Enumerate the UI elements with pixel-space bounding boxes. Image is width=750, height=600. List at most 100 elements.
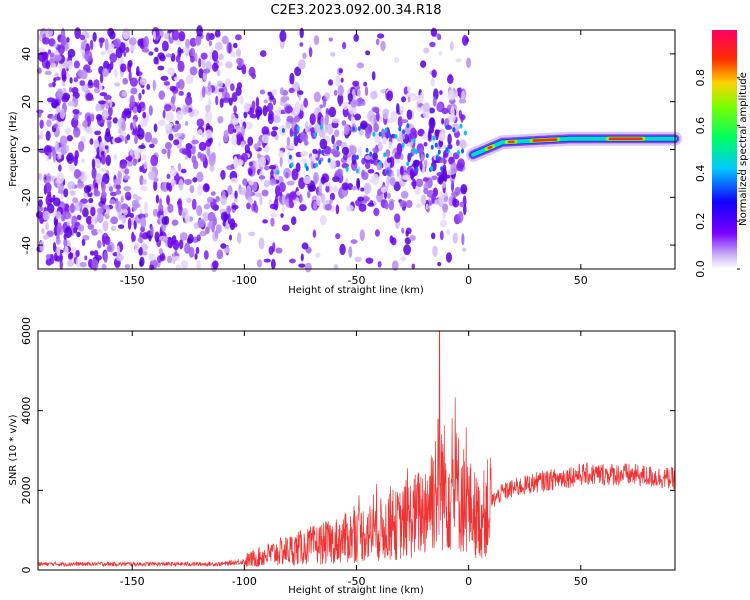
heatmap-cell	[247, 197, 253, 204]
heatmap-cell	[207, 211, 216, 222]
heatmap-cell	[338, 100, 342, 107]
heatmap-cell	[308, 47, 313, 58]
heatmap-cell	[73, 113, 79, 121]
heatmap-cell	[173, 139, 180, 146]
heatmap-cell	[102, 204, 110, 210]
heatmap-cell	[445, 252, 452, 263]
heatmap-cell	[347, 92, 353, 102]
heatmap-cell	[219, 98, 224, 108]
heatmap-cell	[149, 225, 154, 236]
heatmap-cell	[313, 123, 321, 133]
heatmap-cell	[461, 247, 467, 252]
heatmap-cell	[107, 105, 113, 117]
heatmap-cell	[303, 97, 309, 108]
heatmap-cell	[96, 239, 102, 249]
heatmap-cell	[362, 196, 370, 202]
x-tick-label: -50	[348, 575, 366, 588]
heatmap-cell	[47, 49, 52, 55]
heatmap-cell	[163, 207, 168, 216]
heatmap-cell	[91, 228, 99, 236]
heatmap-cell	[208, 40, 212, 47]
heatmap-cell	[428, 107, 436, 114]
heatmap-cell	[300, 253, 304, 262]
heatmap-cell	[129, 94, 136, 107]
heatmap-cell	[298, 90, 304, 96]
heatmap-cell	[279, 87, 284, 96]
heatmap-cell	[143, 36, 149, 48]
heatmap-cell	[124, 168, 130, 175]
heatmap-cell	[286, 117, 294, 123]
heatmap-cell	[81, 158, 85, 163]
heatmap-cell	[125, 195, 132, 201]
heatmap-cell	[332, 185, 339, 193]
heatmap-cell	[351, 185, 358, 191]
heatmap-cell	[207, 80, 212, 93]
heatmap-cell	[127, 60, 132, 73]
heatmap-cell	[46, 97, 55, 103]
colorbar-tick-label: 0.4	[694, 165, 707, 183]
heatmap-cell	[319, 214, 327, 226]
heatmap-cell	[425, 153, 429, 159]
heatmap-cell	[109, 61, 114, 70]
heatmap-cell	[199, 230, 207, 237]
heatmap-cell	[348, 245, 353, 258]
heatmap-cell	[101, 181, 106, 193]
heatmap-cell	[288, 258, 296, 264]
heatmap-cell	[421, 163, 426, 174]
heatmap-cell	[318, 159, 322, 165]
heatmap-cell	[445, 174, 451, 179]
heatmap-cell	[423, 187, 429, 195]
heatmap-cell	[95, 113, 103, 121]
heatmap-cell	[153, 56, 159, 65]
heatmap-cell	[296, 125, 300, 131]
heatmap-cell	[179, 232, 188, 241]
heatmap-cell	[115, 200, 122, 213]
heatmap-cell	[59, 135, 68, 146]
heatmap-cell	[360, 187, 365, 192]
heatmap-cell	[273, 198, 279, 211]
heatmap-cell	[196, 234, 201, 242]
heatmap-cell	[91, 158, 96, 170]
heatmap-x-axis-label: Height of straight line (km)	[288, 285, 424, 296]
heatmap-cell	[105, 148, 109, 154]
heatmap-cell	[380, 187, 388, 193]
heatmap-cell	[284, 105, 293, 114]
heatmap-cell	[435, 155, 439, 161]
heatmap-cell	[228, 97, 233, 106]
heatmap-cell	[400, 255, 407, 262]
heatmap-cell	[172, 239, 180, 251]
heatmap-cell	[447, 144, 453, 150]
heatmap-cell	[61, 95, 70, 103]
heatmap-cell	[233, 105, 238, 114]
heatmap-cell	[375, 38, 380, 46]
heatmap-cell	[371, 71, 376, 81]
heatmap-cell	[317, 191, 323, 196]
heatmap-cell	[134, 135, 138, 145]
heatmap-cell	[438, 131, 446, 142]
heatmap-cell	[96, 228, 103, 234]
heatmap-cell	[181, 104, 189, 115]
heatmap-cell	[125, 46, 130, 53]
heatmap-cell	[357, 126, 361, 132]
heatmap-cell	[132, 158, 137, 167]
heatmap-cell	[411, 93, 418, 102]
heatmap-cell	[161, 216, 168, 226]
heatmap-cell	[90, 206, 96, 217]
heatmap-cell	[166, 173, 171, 180]
heatmap-cell	[105, 154, 112, 167]
heatmap-cell	[165, 53, 173, 58]
heatmap-cell	[113, 154, 118, 161]
heatmap-cell	[66, 134, 73, 142]
heatmap-cell	[102, 235, 106, 247]
y-tick-label: 40	[20, 47, 33, 61]
heatmap-cell	[263, 165, 270, 171]
heatmap-cell	[329, 199, 333, 204]
heatmap-cell	[137, 237, 144, 244]
heatmap-cell	[74, 27, 81, 40]
heatmap-cell	[122, 77, 129, 85]
heatmap-cell	[306, 190, 311, 199]
heatmap-cell	[177, 79, 185, 90]
heatmap-cell	[285, 171, 289, 179]
heatmap-cell	[433, 88, 439, 101]
heatmap-cell	[144, 131, 153, 143]
